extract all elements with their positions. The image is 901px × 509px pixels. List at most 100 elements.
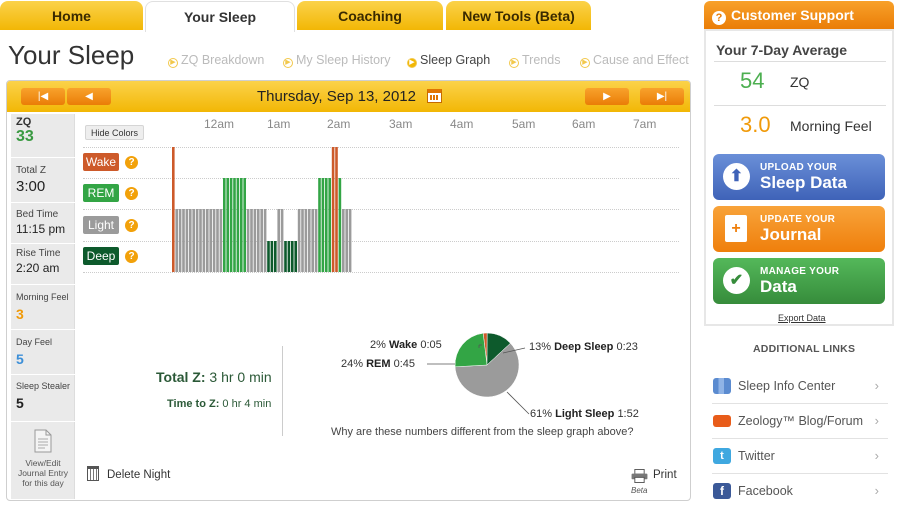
hypnogram-bar [250,209,253,272]
gridline [83,178,679,179]
customer-support-tab[interactable]: ? Customer Support [704,1,894,29]
tab-new-tools[interactable]: New Tools (Beta) [446,1,591,30]
beta-label: Beta [631,486,648,495]
subnav-zq-breakdown[interactable]: ▶ ZQ Breakdown [168,53,264,68]
book-icon [713,378,731,394]
time-axis-label: 5am [512,117,536,131]
page-title: Your Sleep [8,40,135,70]
hypnogram-bar [270,241,274,272]
total-z-label: Total Z: [156,369,206,385]
hypnogram-bar [260,209,263,272]
time-axis-label: 1am [267,117,291,131]
arrow-icon: ▶ [580,58,590,68]
gridline [83,147,679,148]
hypnogram-bar [216,209,219,272]
upload-sleep-data-button[interactable]: ⬆ UPLOAD YOUR Sleep Data [713,154,885,200]
help-icon-wake[interactable]: ? [125,156,138,169]
first-night-button[interactable]: |◀ [21,88,65,105]
calendar-icon[interactable] [427,89,442,103]
hypnogram-bar [280,209,284,272]
last-night-button[interactable]: ▶| [640,88,684,105]
hypnogram-bar [246,209,250,272]
stage-rem-badge: REM [83,184,119,202]
link-twitter[interactable]: t Twitter › [712,439,888,474]
pie-label-light: 61% Light Sleep 1:52 [530,408,639,420]
hypnogram-bar [223,178,226,272]
hypnogram-bar [189,209,192,272]
time-axis-label: 6am [572,117,596,131]
hypnogram-bar [335,147,338,272]
hypnogram-bar [192,209,195,272]
hypnogram-bar [284,241,287,272]
why-different-link[interactable]: Why are these numbers different from the… [331,426,634,438]
hypnogram-bar [172,147,175,272]
hypnogram-bar [348,209,352,272]
pie-label-wake: 2% Wake 0:05 [370,339,442,351]
gridline [83,241,679,242]
subnav-trends[interactable]: ▶ Trends [509,53,560,68]
twitter-icon: t [713,448,731,464]
hypnogram-bar [331,147,335,272]
print-button[interactable]: Print [653,469,677,481]
document-icon [34,429,52,453]
average-zq-label: ZQ [790,74,810,90]
chevron-right-icon: › [874,448,879,463]
customer-support-label: Customer Support [731,7,854,23]
chevron-right-icon: › [874,413,879,428]
night-stats: ZQ 33 Total Z 3:00 Bed Time 11:15 pm Ris… [11,114,75,499]
date-bar: |◀ ◀ Thursday, Sep 13, 2012 ▶ ▶| [7,81,690,112]
tab-home[interactable]: Home [0,1,143,30]
gridline [83,272,679,273]
time-to-z: Time to Z: 0 hr 4 min [167,398,271,410]
help-icon-deep[interactable]: ? [125,250,138,263]
stat-rise-time: Rise Time 2:20 am [11,245,75,285]
next-night-button[interactable]: ▶ [585,88,629,105]
help-icon-light[interactable]: ? [125,219,138,232]
subnav-sleep-graph[interactable]: ▶ Sleep Graph [407,53,490,68]
arrow-icon: ▶ [283,58,293,68]
speech-bubble-icon [713,415,731,427]
update-journal-button[interactable]: + UPDATE YOUR Journal [713,206,885,252]
help-icon-rem[interactable]: ? [125,187,138,200]
hypnogram-bar [294,241,297,272]
pie-label-rem: 24% REM 0:45 [341,358,416,370]
export-data-link[interactable]: Export Data [778,313,826,323]
average-morning-feel: 3.0 Morning Feel [714,105,886,149]
time-axis-label: 7am [633,117,657,131]
time-axis-label: 3am [389,117,413,131]
link-sleep-info-center[interactable]: Sleep Info Center › [712,369,888,404]
hide-colors-button[interactable]: Hide Colors [85,125,145,140]
hypnogram-bar [342,209,345,272]
manage-data-button[interactable]: ✔ MANAGE YOUR Data [713,258,885,304]
average-zq: 54 ZQ [714,61,886,105]
previous-night-button[interactable]: ◀ [67,88,111,105]
link-facebook[interactable]: f Facebook › [712,474,888,509]
hypnogram-bar [229,178,233,272]
journal-icon: + [725,215,747,242]
additional-links-title: ADDITIONAL LINKS [753,343,856,355]
hypnogram-bar [195,209,199,272]
delete-night-button[interactable]: Delete Night [87,466,170,481]
hypnogram-bar [338,178,342,272]
hypnogram-bar [182,209,185,272]
sleep-graph-panel: |◀ ◀ Thursday, Sep 13, 2012 ▶ ▶| ZQ 33 T… [6,80,691,501]
average-morning-feel-value: 3.0 [740,112,771,137]
hypnogram-bar [321,178,325,272]
tab-your-sleep[interactable]: Your Sleep [145,1,295,32]
hypnogram-bar [202,209,206,272]
arrow-icon: ▶ [407,58,417,68]
tab-coaching[interactable]: Coaching [297,1,443,30]
printer-icon [631,469,648,483]
hypnogram-bar [308,209,311,272]
link-blog-forum[interactable]: Zeology™ Blog/Forum › [712,404,888,439]
hypnogram-bar [304,209,308,272]
subnav-cause-and-effect[interactable]: ▶ Cause and Effect [580,53,689,68]
hypnogram-bar [226,178,229,272]
subnav-my-sleep-history[interactable]: ▶ My Sleep History [283,53,390,68]
pie-slice-rem [454,332,488,368]
hypnogram-bar [314,209,318,272]
hypnogram-bar [263,209,267,272]
stat-bed-time: Bed Time 11:15 pm [11,204,75,244]
stat-zq: ZQ 33 [11,114,75,158]
journal-entry-link[interactable]: View/Edit Journal Entry for this day [11,423,75,497]
